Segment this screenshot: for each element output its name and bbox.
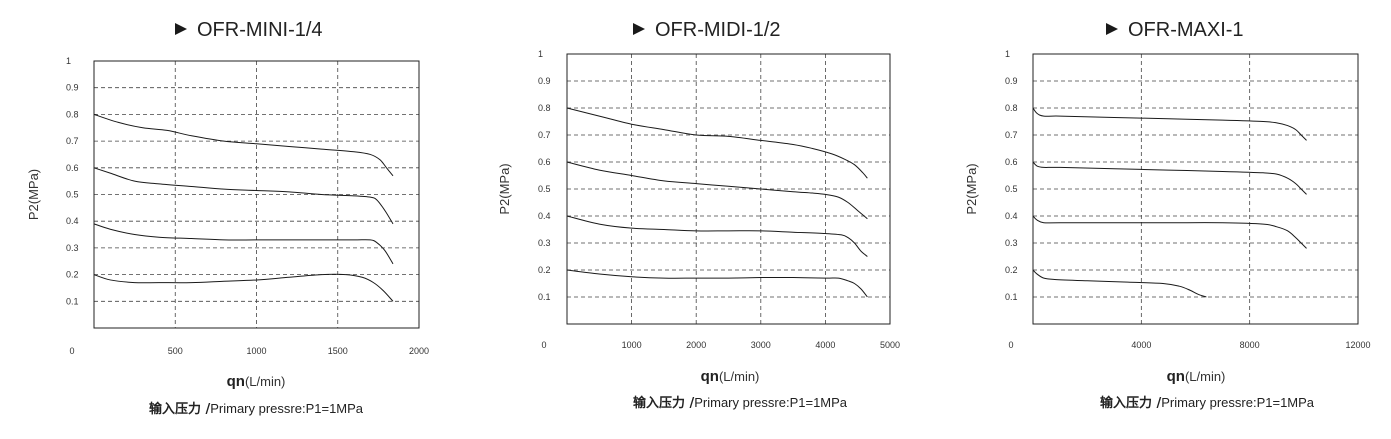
x-tick-label: 1500 bbox=[328, 346, 348, 356]
x-axis-label-symbol: qn bbox=[1167, 368, 1185, 385]
y-tick-label: 0.1 bbox=[66, 296, 79, 306]
y-tick-label: 0.8 bbox=[1005, 103, 1018, 113]
series-line-2 bbox=[1032, 161, 1307, 195]
series-line-2 bbox=[566, 161, 868, 220]
x-tick-label: 2000 bbox=[409, 346, 429, 356]
chart-3: OFR-MAXI-1 0.1 0.2 0.3 0.4 0.5 0.6 0.7 0.8 0.9 1 0 4… bbox=[964, 19, 1371, 411]
x-tick-label: 0 bbox=[541, 340, 546, 350]
y-axis-label: P2(MPa) bbox=[964, 163, 979, 214]
pressure-note-cn: 输入压力 / bbox=[149, 401, 211, 417]
y-tick-label: 0.9 bbox=[66, 83, 79, 93]
y-tick-label: 0.7 bbox=[538, 130, 551, 140]
y-axis-label: P2(MPa) bbox=[497, 163, 512, 214]
x-axis-label-symbol: qn bbox=[227, 373, 245, 390]
x-tick-label: 2000 bbox=[686, 340, 706, 350]
y-tick-label: 0.5 bbox=[1005, 184, 1018, 194]
pressure-note-cn: 输入压力 / bbox=[633, 395, 695, 411]
x-tick-label: 4000 bbox=[815, 340, 835, 350]
x-axis-label-unit: (L/min) bbox=[1185, 369, 1225, 384]
x-axis-label: qn(L/min) bbox=[227, 373, 286, 390]
title-triangle-icon bbox=[1106, 23, 1118, 35]
x-axis-label-unit: (L/min) bbox=[719, 369, 759, 384]
y-tick-label: 1 bbox=[1005, 49, 1010, 59]
y-tick-label: 0.5 bbox=[538, 184, 551, 194]
series-line-4 bbox=[1032, 269, 1207, 298]
series-line-3 bbox=[1032, 215, 1307, 249]
chart-title: OFR-MAXI-1 bbox=[1128, 19, 1244, 41]
y-tick-label: 0.9 bbox=[1005, 76, 1018, 86]
x-tick-label: 4000 bbox=[1131, 340, 1151, 350]
x-tick-label: 500 bbox=[168, 346, 183, 356]
y-tick-label: 0.4 bbox=[66, 216, 79, 226]
pressure-note: 输入压力 /Primary pressre:P1=1MPa bbox=[149, 401, 364, 417]
y-tick-label: 0.5 bbox=[66, 190, 79, 200]
plot-frame bbox=[93, 60, 420, 329]
series-line-1 bbox=[93, 113, 394, 177]
y-tick-label: 0.1 bbox=[538, 292, 551, 302]
x-tick-label: 3000 bbox=[751, 340, 771, 350]
y-tick-label: 0.2 bbox=[1005, 265, 1018, 275]
y-tick-label: 0.2 bbox=[538, 265, 551, 275]
plot-frame bbox=[566, 53, 891, 325]
chart-1: OFR-MINI-1/4 0.1 0.2 0.3 0.4 0.5 0.6 0.7 0.8 0.9 1… bbox=[26, 19, 429, 417]
y-tick-label: 0.7 bbox=[1005, 130, 1018, 140]
y-tick-label: 0.9 bbox=[538, 76, 551, 86]
x-tick-label: 12000 bbox=[1345, 340, 1370, 350]
chart-title: OFR-MIDI-1/2 bbox=[655, 19, 781, 41]
x-axis-label-unit: (L/min) bbox=[245, 374, 285, 389]
y-tick-label: 1 bbox=[66, 56, 71, 66]
series-line-4 bbox=[93, 273, 394, 302]
chart-2: OFR-MIDI-1/2 0.1 0.2 0.3 0.4 0.5 0.6 0.7 0.8 0.9 1… bbox=[497, 19, 900, 411]
y-tick-label: 0.6 bbox=[1005, 157, 1018, 167]
x-axis-label-symbol: qn bbox=[701, 368, 719, 385]
y-tick-label: 1 bbox=[538, 49, 543, 59]
pressure-note: 输入压力 /Primary pressre:P1=1MPa bbox=[1100, 395, 1315, 411]
y-tick-label: 0.1 bbox=[1005, 292, 1018, 302]
title-triangle-icon bbox=[175, 23, 187, 35]
title-triangle-icon bbox=[633, 23, 645, 35]
x-axis-label: qn(L/min) bbox=[1167, 368, 1226, 385]
y-tick-label: 0.6 bbox=[538, 157, 551, 167]
pressure-note: 输入压力 /Primary pressre:P1=1MPa bbox=[633, 395, 848, 411]
y-tick-label: 0.3 bbox=[1005, 238, 1018, 248]
chart-title: OFR-MINI-1/4 bbox=[197, 19, 323, 41]
y-tick-label: 0.8 bbox=[66, 109, 79, 119]
series-line-3 bbox=[93, 223, 394, 265]
y-tick-label: 0.8 bbox=[538, 103, 551, 113]
pressure-note-cn: 输入压力 / bbox=[1100, 395, 1162, 411]
y-axis-label: P2(MPa) bbox=[26, 169, 41, 220]
x-tick-label: 0 bbox=[69, 346, 74, 356]
series-line-2 bbox=[93, 167, 394, 225]
series-line-3 bbox=[566, 215, 868, 257]
x-tick-label: 5000 bbox=[880, 340, 900, 350]
y-tick-label: 0.4 bbox=[1005, 211, 1018, 221]
x-tick-label: 8000 bbox=[1240, 340, 1260, 350]
pressure-note-en: Primary pressre:P1=1MPa bbox=[694, 395, 848, 410]
y-tick-label: 0.7 bbox=[66, 136, 79, 146]
plot-frame bbox=[1032, 53, 1359, 325]
y-tick-label: 0.3 bbox=[66, 243, 79, 253]
x-tick-label: 1000 bbox=[622, 340, 642, 350]
y-tick-label: 0.2 bbox=[66, 270, 79, 280]
y-tick-label: 0.3 bbox=[538, 238, 551, 248]
series-line-1 bbox=[566, 107, 868, 179]
pressure-note-en: Primary pressre:P1=1MPa bbox=[1161, 395, 1315, 410]
x-axis-label: qn(L/min) bbox=[701, 368, 760, 385]
x-tick-label: 0 bbox=[1008, 340, 1013, 350]
series-line-4 bbox=[566, 269, 868, 298]
pressure-note-en: Primary pressre:P1=1MPa bbox=[210, 401, 364, 416]
y-tick-label: 0.6 bbox=[66, 163, 79, 173]
series-line-1 bbox=[1032, 107, 1307, 141]
y-tick-label: 0.4 bbox=[538, 211, 551, 221]
x-tick-label: 1000 bbox=[246, 346, 266, 356]
